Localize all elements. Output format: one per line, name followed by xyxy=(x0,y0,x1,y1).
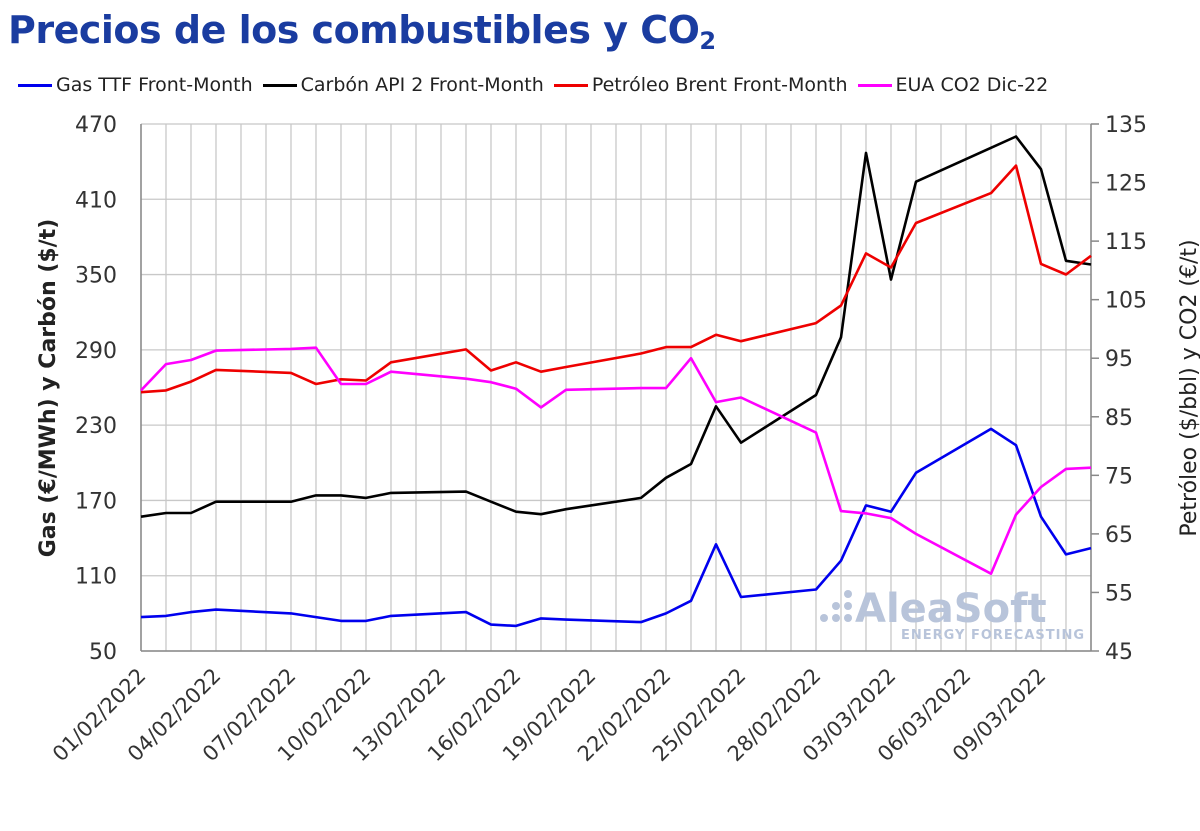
watermark: AleaSoft ENERGY FORECASTING xyxy=(820,586,1085,643)
y-tick-label-right: 75 xyxy=(1105,464,1133,489)
y-tick-label-right: 65 xyxy=(1105,523,1133,548)
y-tick-label-right: 95 xyxy=(1105,347,1133,372)
series-lines xyxy=(140,135,1092,628)
legend-label: Gas TTF Front-Month xyxy=(56,74,253,96)
y-tick-label-right: 105 xyxy=(1105,289,1147,314)
y-tick-label-left: 290 xyxy=(75,339,117,364)
legend-swatch xyxy=(262,83,297,87)
axes: 50 110 170 230 290 350 410 470 45 55 65 75 85 95 105 11… xyxy=(48,113,1147,766)
y-tick-label-left: 50 xyxy=(89,640,117,665)
legend-label: Carbón API 2 Front-Month xyxy=(300,74,544,96)
y-tick-label-left: 470 xyxy=(75,113,117,138)
legend-swatch xyxy=(18,83,52,87)
watermark-logo-icon xyxy=(820,590,852,622)
series-line-0 xyxy=(140,427,1092,628)
y-tick-label-right: 85 xyxy=(1105,406,1133,431)
y-tick-label-left: 170 xyxy=(75,489,117,514)
y-tick-label-right: 125 xyxy=(1105,172,1147,197)
chart-title-main: Precios de los combustibles y CO xyxy=(8,8,700,52)
y-tick-label-right: 135 xyxy=(1105,113,1147,138)
legend: Gas TTF Front-Month Carbón API 2 Front-Mo… xyxy=(18,74,1058,96)
legend-label: EUA CO2 Dic-22 xyxy=(895,74,1049,96)
y-axis-left-title: Gas (€/MWh) y Carbón ($/t) xyxy=(36,219,61,558)
y-tick-label-left: 350 xyxy=(75,264,117,289)
y-tick-label-right: 115 xyxy=(1105,230,1147,255)
legend-item: Carbón API 2 Front-Month xyxy=(262,74,544,96)
chart-title-subscript: 2 xyxy=(699,27,716,55)
watermark-brand: AleaSoft xyxy=(855,586,1047,632)
y-tick-label-right: 45 xyxy=(1105,640,1133,665)
legend-label: Petróleo Brent Front-Month xyxy=(591,74,848,96)
series-line-3 xyxy=(140,346,1092,576)
y-axis-right-title: Petróleo ($/bbl) y CO2 (€/t) xyxy=(1177,239,1200,536)
legend-swatch xyxy=(857,83,892,87)
chart-title: Precios de los combustibles y CO2 xyxy=(8,8,716,55)
watermark-tagline: ENERGY FORECASTING xyxy=(901,628,1085,643)
legend-swatch xyxy=(553,83,588,87)
y-tick-label-right: 55 xyxy=(1105,581,1133,606)
y-tick-label-left: 410 xyxy=(75,188,117,213)
series-line-2 xyxy=(140,164,1092,394)
legend-item: EUA CO2 Dic-22 xyxy=(857,74,1049,96)
legend-item: Gas TTF Front-Month xyxy=(18,74,253,96)
y-tick-label-left: 110 xyxy=(75,565,117,590)
legend-item: Petróleo Brent Front-Month xyxy=(553,74,848,96)
y-tick-label-left: 230 xyxy=(75,414,117,439)
series-line-1 xyxy=(140,135,1092,518)
